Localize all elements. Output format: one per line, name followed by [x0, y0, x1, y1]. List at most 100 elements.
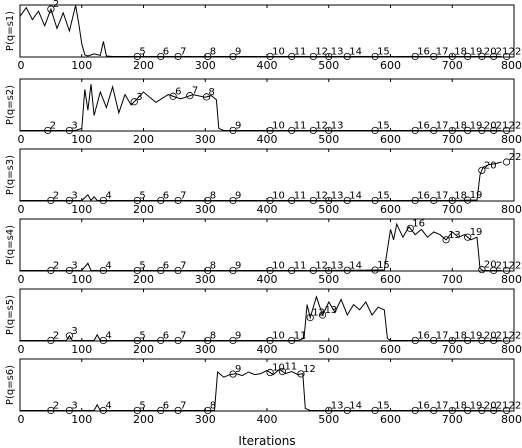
state-label: 11	[294, 46, 307, 57]
state-marker	[133, 406, 141, 415]
state-label: 5	[139, 190, 145, 201]
y-axis-label: P(q=s5)	[5, 295, 16, 335]
state-label: 11	[294, 260, 307, 271]
x-tick-label: 800	[501, 203, 522, 216]
x-tick-label: 100	[71, 343, 92, 356]
state-marker	[288, 196, 296, 205]
state-marker	[411, 52, 419, 61]
state-label: 21	[496, 400, 509, 411]
state-marker	[47, 5, 55, 13]
state-label: 8	[210, 190, 216, 201]
x-tick-label: 300	[195, 273, 216, 286]
state-marker	[229, 336, 237, 345]
y-axis-label: P(q=s2)	[5, 85, 16, 125]
x-tick-label: 600	[380, 203, 401, 216]
state-marker	[229, 266, 237, 275]
state-label: 15	[377, 260, 390, 271]
state-label: 21	[496, 260, 509, 271]
state-marker	[448, 126, 456, 135]
state-marker	[229, 370, 237, 378]
state-label: 3	[71, 120, 77, 131]
state-marker	[502, 158, 511, 166]
state-label: 19	[470, 330, 483, 341]
state-label: 9	[235, 260, 241, 271]
x-tick-label: 500	[318, 413, 339, 426]
state-label: 12	[315, 120, 328, 131]
state-label: 2	[53, 260, 59, 271]
state-marker	[325, 52, 333, 61]
state-marker	[430, 52, 438, 61]
subplot-3: P(q=s3)0 100 200 300 400 500 600 700 800 2 3 4 5 6 7 8 9…	[5, 148, 522, 216]
x-tick-label: 0	[18, 133, 25, 146]
state-label: 14	[349, 190, 362, 201]
state-label: 21	[496, 46, 509, 57]
state-label: 8	[210, 330, 216, 341]
state-marker	[371, 52, 379, 61]
state-marker	[502, 126, 511, 135]
state-marker	[266, 196, 274, 205]
state-marker	[266, 126, 274, 135]
state-label: 13	[325, 305, 338, 316]
state-marker	[464, 196, 472, 204]
series-line	[20, 295, 502, 341]
x-tick-label: 0	[18, 59, 25, 72]
state-label: 2	[53, 330, 59, 341]
state-label: 21	[496, 120, 509, 131]
state-label: 10	[272, 46, 285, 57]
state-marker	[502, 406, 511, 415]
state-label: 16	[417, 400, 430, 411]
x-tick-label: 600	[380, 413, 401, 426]
x-tick-label: 800	[501, 59, 522, 72]
state-label: 11	[294, 120, 307, 131]
state-label: 22	[509, 400, 522, 411]
state-label: 17	[436, 120, 449, 131]
state-marker	[343, 406, 351, 415]
state-marker	[371, 266, 379, 274]
x-tick-label: 200	[133, 413, 154, 426]
state-marker	[266, 368, 274, 377]
state-label: 7	[180, 330, 186, 341]
state-label: 19	[470, 46, 483, 57]
state-marker	[288, 52, 296, 61]
state-label: 12	[315, 46, 328, 57]
state-label: 22	[509, 330, 522, 341]
state-label: 14	[349, 260, 362, 271]
x-tick-label: 300	[195, 133, 216, 146]
state-marker	[130, 98, 138, 106]
state-marker	[309, 196, 317, 205]
state-label: 18	[454, 330, 467, 341]
state-marker	[266, 336, 274, 345]
state-label: 2	[53, 400, 59, 411]
state-marker	[371, 196, 379, 205]
x-tick-label: 700	[442, 203, 463, 216]
state-marker	[430, 126, 438, 135]
state-marker	[430, 336, 438, 345]
x-tick-label: 400	[257, 273, 278, 286]
x-tick-label: 100	[71, 133, 92, 146]
x-tick-label: 600	[380, 343, 401, 356]
state-marker	[478, 266, 486, 274]
state-label: 17	[436, 330, 449, 341]
state-label: 22	[509, 120, 522, 131]
state-marker	[464, 406, 472, 415]
state-marker	[502, 52, 511, 61]
state-label: 17	[436, 46, 449, 57]
state-marker	[99, 336, 107, 345]
state-label: 13	[331, 260, 344, 271]
state-label: 8	[210, 46, 216, 57]
state-marker	[133, 52, 141, 61]
state-label: 8	[210, 400, 216, 411]
state-label: 10	[272, 363, 285, 374]
state-marker	[464, 52, 472, 61]
state-marker	[371, 126, 379, 135]
state-marker	[309, 266, 317, 275]
state-label: 2	[50, 120, 56, 131]
state-label: 22	[509, 46, 522, 57]
state-label: 15	[377, 120, 390, 131]
y-axis-label: P(q=s4)	[5, 225, 16, 265]
x-tick-label: 0	[18, 273, 25, 286]
y-axis-label: P(q=s6)	[5, 365, 16, 405]
state-label: 9	[235, 120, 241, 131]
subplot-2: P(q=s2)0 100 200 300 400 500 600 700 800 2 3 3 6 7 8 9 1…	[5, 78, 522, 146]
state-label: 7	[180, 260, 186, 271]
